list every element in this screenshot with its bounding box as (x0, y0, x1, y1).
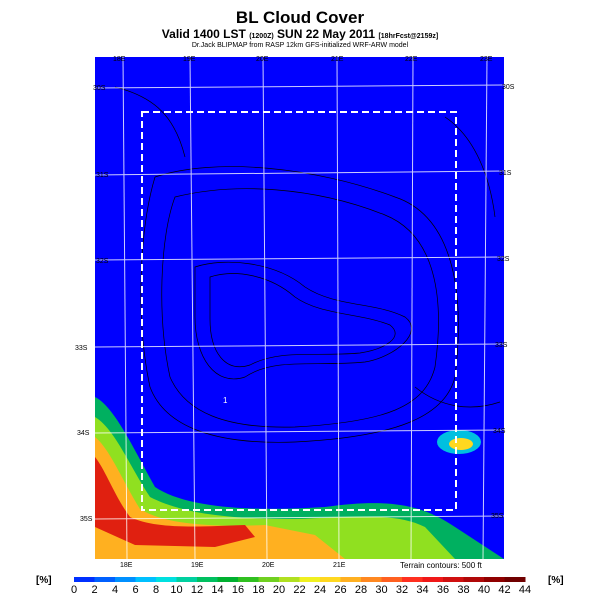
lon-label-bottom: 19E (191, 562, 204, 569)
colorbar-swatch (217, 577, 239, 582)
lon-label-top: 19E (183, 56, 196, 63)
colorbar-swatch (320, 577, 341, 582)
colorbar-tick-label: 0 (71, 584, 77, 596)
colorbar-swatch (381, 577, 403, 582)
colorbar-swatch (115, 577, 136, 582)
lat-label-right: 32S (497, 256, 510, 263)
colorbar-tick-label: 34 (416, 584, 428, 596)
colorbar-swatch (238, 577, 259, 582)
lon-label-top: 22E (405, 56, 418, 63)
colorbar-swatch (279, 577, 300, 582)
lon-label-top: 21E (331, 56, 344, 63)
colorbar-swatch (94, 577, 116, 582)
colorbar-tick-label: 12 (191, 584, 203, 596)
colorbar-tick-label: 26 (334, 584, 346, 596)
colorbar-swatch (197, 577, 218, 582)
run-time: (1200Z) (249, 33, 274, 40)
colorbar-tick-label: 42 (498, 584, 510, 596)
lat-label-left: 32S (96, 258, 109, 265)
lat-label-right: 34S (493, 428, 506, 435)
terrain-contour-note: Terrain contours: 500 ft (400, 561, 482, 570)
lat-label-right: 35S (491, 513, 504, 520)
colorbar-swatch (340, 577, 362, 582)
model-credit: Dr.Jack BLIPMAP from RASP 12km GFS-initi… (191, 42, 409, 49)
colorbar-swatch (484, 577, 505, 582)
colorbar-swatch (361, 577, 382, 582)
colorbar-tick-label: 44 (519, 584, 531, 596)
lat-label-left: 33S (75, 345, 88, 352)
colorbar-tick-label: 6 (132, 584, 138, 596)
lat-label-right: 31S (499, 170, 512, 177)
lon-label-top: 18E (113, 56, 126, 63)
lon-label-top: 23E (480, 56, 493, 63)
colorbar-swatch (422, 577, 444, 582)
colorbar-swatch (402, 577, 423, 582)
colorbar-tick-label: 22 (293, 584, 305, 596)
lat-label-right: 30S (502, 84, 515, 91)
colorbar-tick-label: 40 (478, 584, 490, 596)
colorbar-swatch (156, 577, 177, 582)
map-subtitle: Valid 1400 LST (1200Z) SUN 22 May 2011 [… (0, 27, 600, 41)
colorbar-swatch (74, 577, 95, 582)
colorbar-swatch (258, 577, 280, 582)
colorbar-tick-label: 10 (170, 584, 182, 596)
colorbar-tick-label: 16 (232, 584, 244, 596)
colorbar-tick-label: 38 (457, 584, 469, 596)
point-label: 1 (223, 396, 228, 405)
cloud-patch-east-core (449, 438, 473, 450)
colorbar-tick-label: 8 (153, 584, 159, 596)
terrain-contours (114, 86, 501, 443)
colorbar-swatch (135, 577, 157, 582)
cloud-field (95, 57, 504, 559)
colorbar-tick-label: 24 (314, 584, 326, 596)
lat-label-right: 33S (495, 342, 508, 349)
valid-date: SUN 22 May 2011 (277, 27, 376, 41)
lat-label-left: 30S (93, 85, 106, 92)
colorbar-tick-label: 32 (396, 584, 408, 596)
valid-time: Valid 1400 LST (161, 27, 246, 41)
colorbar-unit-right: [%] (548, 575, 564, 586)
colorbar-unit-left: [%] (36, 575, 52, 586)
model-domain-box (141, 111, 457, 511)
map-title: BL Cloud Cover (235, 8, 365, 27)
colorbar-tick-label: 4 (112, 584, 118, 596)
colorbar-swatch (504, 577, 526, 582)
colorbar-tick-label: 2 (91, 584, 97, 596)
lon-label-bottom: 21E (333, 562, 346, 569)
lat-label-left: 34S (77, 430, 90, 437)
colorbar-swatch (463, 577, 485, 582)
coastal-cloud-band-core (95, 457, 255, 547)
colorbar-tick-label: 20 (273, 584, 285, 596)
colorbar-tick-label: 28 (355, 584, 367, 596)
lat-lon-grid (95, 57, 504, 559)
colorbar-tick-label: 18 (252, 584, 264, 596)
forecast-info: [18hrFcst@2159z] (378, 33, 439, 40)
lon-label-top: 20E (256, 56, 269, 63)
colorbar-tick-label: 30 (375, 584, 387, 596)
colorbar-tick-label: 14 (211, 584, 223, 596)
cloud-cover-map: 1 (95, 57, 504, 559)
colorbar-tick-label: 36 (437, 584, 449, 596)
colorbar-swatch (176, 577, 198, 582)
colorbar-swatch (299, 577, 321, 582)
lat-label-left: 31S (96, 172, 109, 179)
lon-label-bottom: 20E (262, 562, 275, 569)
lon-label-bottom: 18E (120, 562, 133, 569)
lat-label-left: 35S (80, 516, 93, 523)
colorbar: 0 2 4 6 8 10 12 14 16 18 20 22 24 26 28 30 32 34 36 38 40 42 4… (71, 577, 531, 596)
colorbar-swatch (443, 577, 464, 582)
